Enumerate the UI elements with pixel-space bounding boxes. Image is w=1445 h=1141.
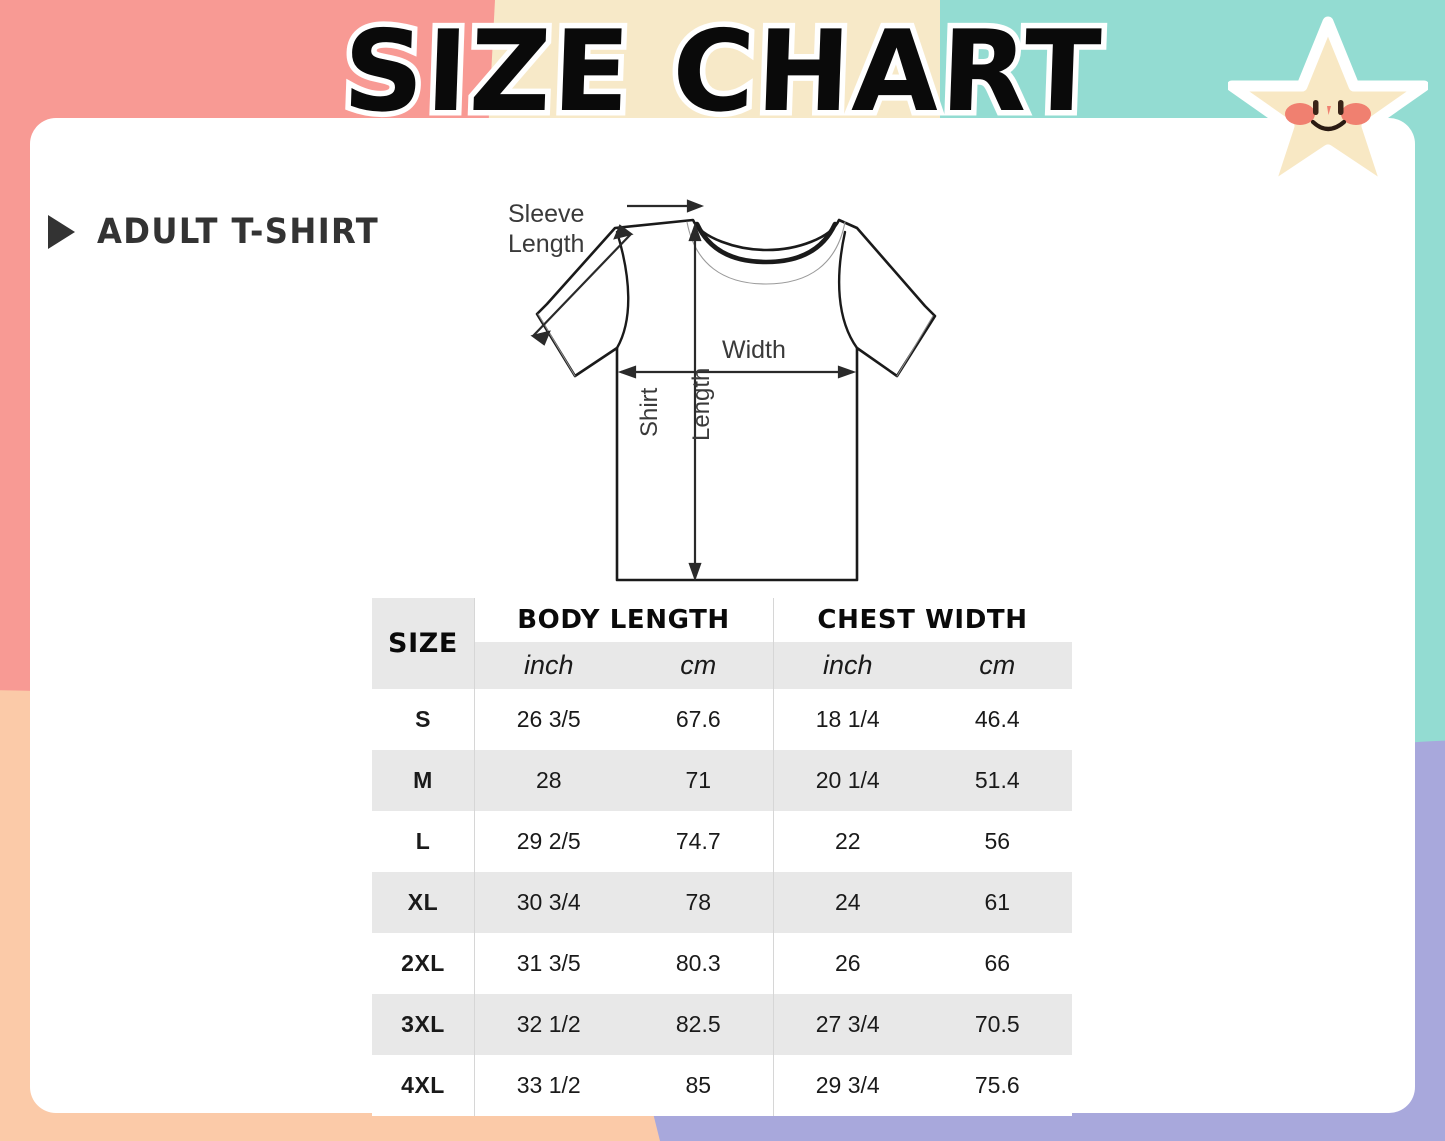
- size-table: SIZE BODY LENGTH CHEST WIDTH inch cm inc…: [372, 598, 1072, 1116]
- cell-size: M: [372, 750, 474, 811]
- width-label: Width: [722, 336, 786, 364]
- sleeve-length-label-line1: Sleeve: [508, 200, 585, 228]
- cell-body-inch: 26 3/5: [474, 689, 624, 750]
- cell-body-cm: 80.3: [623, 933, 773, 994]
- cell-body-cm: 71: [623, 750, 773, 811]
- table-body: S 26 3/5 67.6 18 1/4 46.4 M 28 71 20 1/4…: [372, 689, 1072, 1116]
- cell-chest-inch: 22: [773, 811, 923, 872]
- cell-chest-cm: 70.5: [922, 994, 1072, 1055]
- cell-body-inch: 28: [474, 750, 624, 811]
- header-group-body-length: BODY LENGTH: [474, 598, 773, 642]
- cell-chest-inch: 29 3/4: [773, 1055, 923, 1116]
- shirt-length-label-line1: Shirt: [636, 387, 663, 437]
- table-row: L 29 2/5 74.7 22 56: [372, 811, 1072, 872]
- sleeve-length-label-line2: Length: [508, 229, 585, 258]
- size-table-container: SIZE BODY LENGTH CHEST WIDTH inch cm inc…: [372, 598, 1072, 1116]
- cell-chest-inch: 24: [773, 872, 923, 933]
- cell-body-inch: 33 1/2: [474, 1055, 624, 1116]
- header-size: SIZE: [372, 598, 474, 689]
- cell-body-cm: 85: [623, 1055, 773, 1116]
- cell-size: 4XL: [372, 1055, 474, 1116]
- cell-size: S: [372, 689, 474, 750]
- table-header-group-row: SIZE BODY LENGTH CHEST WIDTH: [372, 598, 1072, 689]
- section-heading: ADULT T-SHIRT: [48, 212, 404, 252]
- cell-body-cm: 82.5: [623, 994, 773, 1055]
- smiling-star-icon: [1228, 16, 1428, 194]
- cell-chest-inch: 20 1/4: [773, 750, 923, 811]
- cell-chest-cm: 66: [922, 933, 1072, 994]
- cell-body-inch: 31 3/5: [474, 933, 624, 994]
- table-row: XL 30 3/4 78 24 61: [372, 872, 1072, 933]
- cell-size: 2XL: [372, 933, 474, 994]
- cell-body-cm: 74.7: [623, 811, 773, 872]
- table-row: S 26 3/5 67.6 18 1/4 46.4: [372, 689, 1072, 750]
- sleeve-length-label: Sleeve Length: [508, 200, 584, 259]
- header-unit-chest-cm: cm: [922, 642, 1072, 689]
- cell-chest-inch: 18 1/4: [773, 689, 923, 750]
- tshirt-diagram: [530, 199, 937, 582]
- page-title: SIZE CHART: [335, 2, 1110, 143]
- cell-chest-inch: 26: [773, 933, 923, 994]
- cell-chest-cm: 46.4: [922, 689, 1072, 750]
- cell-size: L: [372, 811, 474, 872]
- cell-chest-cm: 51.4: [922, 750, 1072, 811]
- header-unit-body-inch: inch: [474, 642, 624, 689]
- cell-body-cm: 67.6: [623, 689, 773, 750]
- cell-body-cm: 78: [623, 872, 773, 933]
- table-row: 4XL 33 1/2 85 29 3/4 75.6: [372, 1055, 1072, 1116]
- cell-body-inch: 30 3/4: [474, 872, 624, 933]
- header-unit-body-cm: cm: [623, 642, 773, 689]
- shirt-length-label-line2: Length: [688, 367, 715, 441]
- cell-size: XL: [372, 872, 474, 933]
- table-row: M 28 71 20 1/4 51.4: [372, 750, 1072, 811]
- header-group-chest-width: CHEST WIDTH: [773, 598, 1072, 642]
- cell-chest-cm: 61: [922, 872, 1072, 933]
- table-header: SIZE BODY LENGTH CHEST WIDTH inch cm inc…: [372, 598, 1072, 689]
- table-row: 2XL 31 3/5 80.3 26 66: [372, 933, 1072, 994]
- header-unit-chest-inch: inch: [773, 642, 923, 689]
- cell-chest-cm: 56: [922, 811, 1072, 872]
- cell-body-inch: 29 2/5: [474, 811, 624, 872]
- cell-body-inch: 32 1/2: [474, 994, 624, 1055]
- table-header-unit-row: inch cm inch cm: [372, 642, 1072, 689]
- cell-chest-inch: 27 3/4: [773, 994, 923, 1055]
- cell-chest-cm: 75.6: [922, 1055, 1072, 1116]
- cell-size: 3XL: [372, 994, 474, 1055]
- section-title: ADULT T-SHIRT: [97, 212, 380, 252]
- triangle-right-icon: [48, 215, 75, 249]
- table-row: 3XL 32 1/2 82.5 27 3/4 70.5: [372, 994, 1072, 1055]
